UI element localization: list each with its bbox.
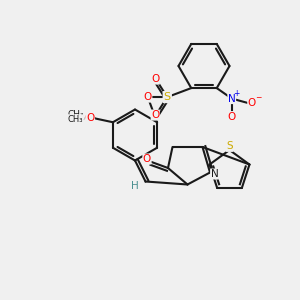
Text: CH₃: CH₃: [67, 110, 84, 119]
Text: N: N: [228, 94, 236, 103]
Text: O: O: [228, 112, 236, 122]
Text: S: S: [226, 141, 233, 152]
Text: O: O: [151, 74, 159, 84]
Text: O: O: [151, 110, 159, 120]
Text: O: O: [85, 113, 93, 123]
Text: S: S: [164, 92, 171, 102]
Text: −: −: [255, 93, 261, 102]
Text: O: O: [143, 154, 151, 164]
Text: O: O: [248, 98, 256, 108]
Text: +: +: [233, 89, 239, 98]
Text: N: N: [211, 169, 218, 179]
Text: H: H: [131, 181, 139, 191]
Text: CH₃: CH₃: [68, 115, 83, 124]
Text: O: O: [144, 92, 152, 102]
Text: O: O: [86, 113, 94, 123]
